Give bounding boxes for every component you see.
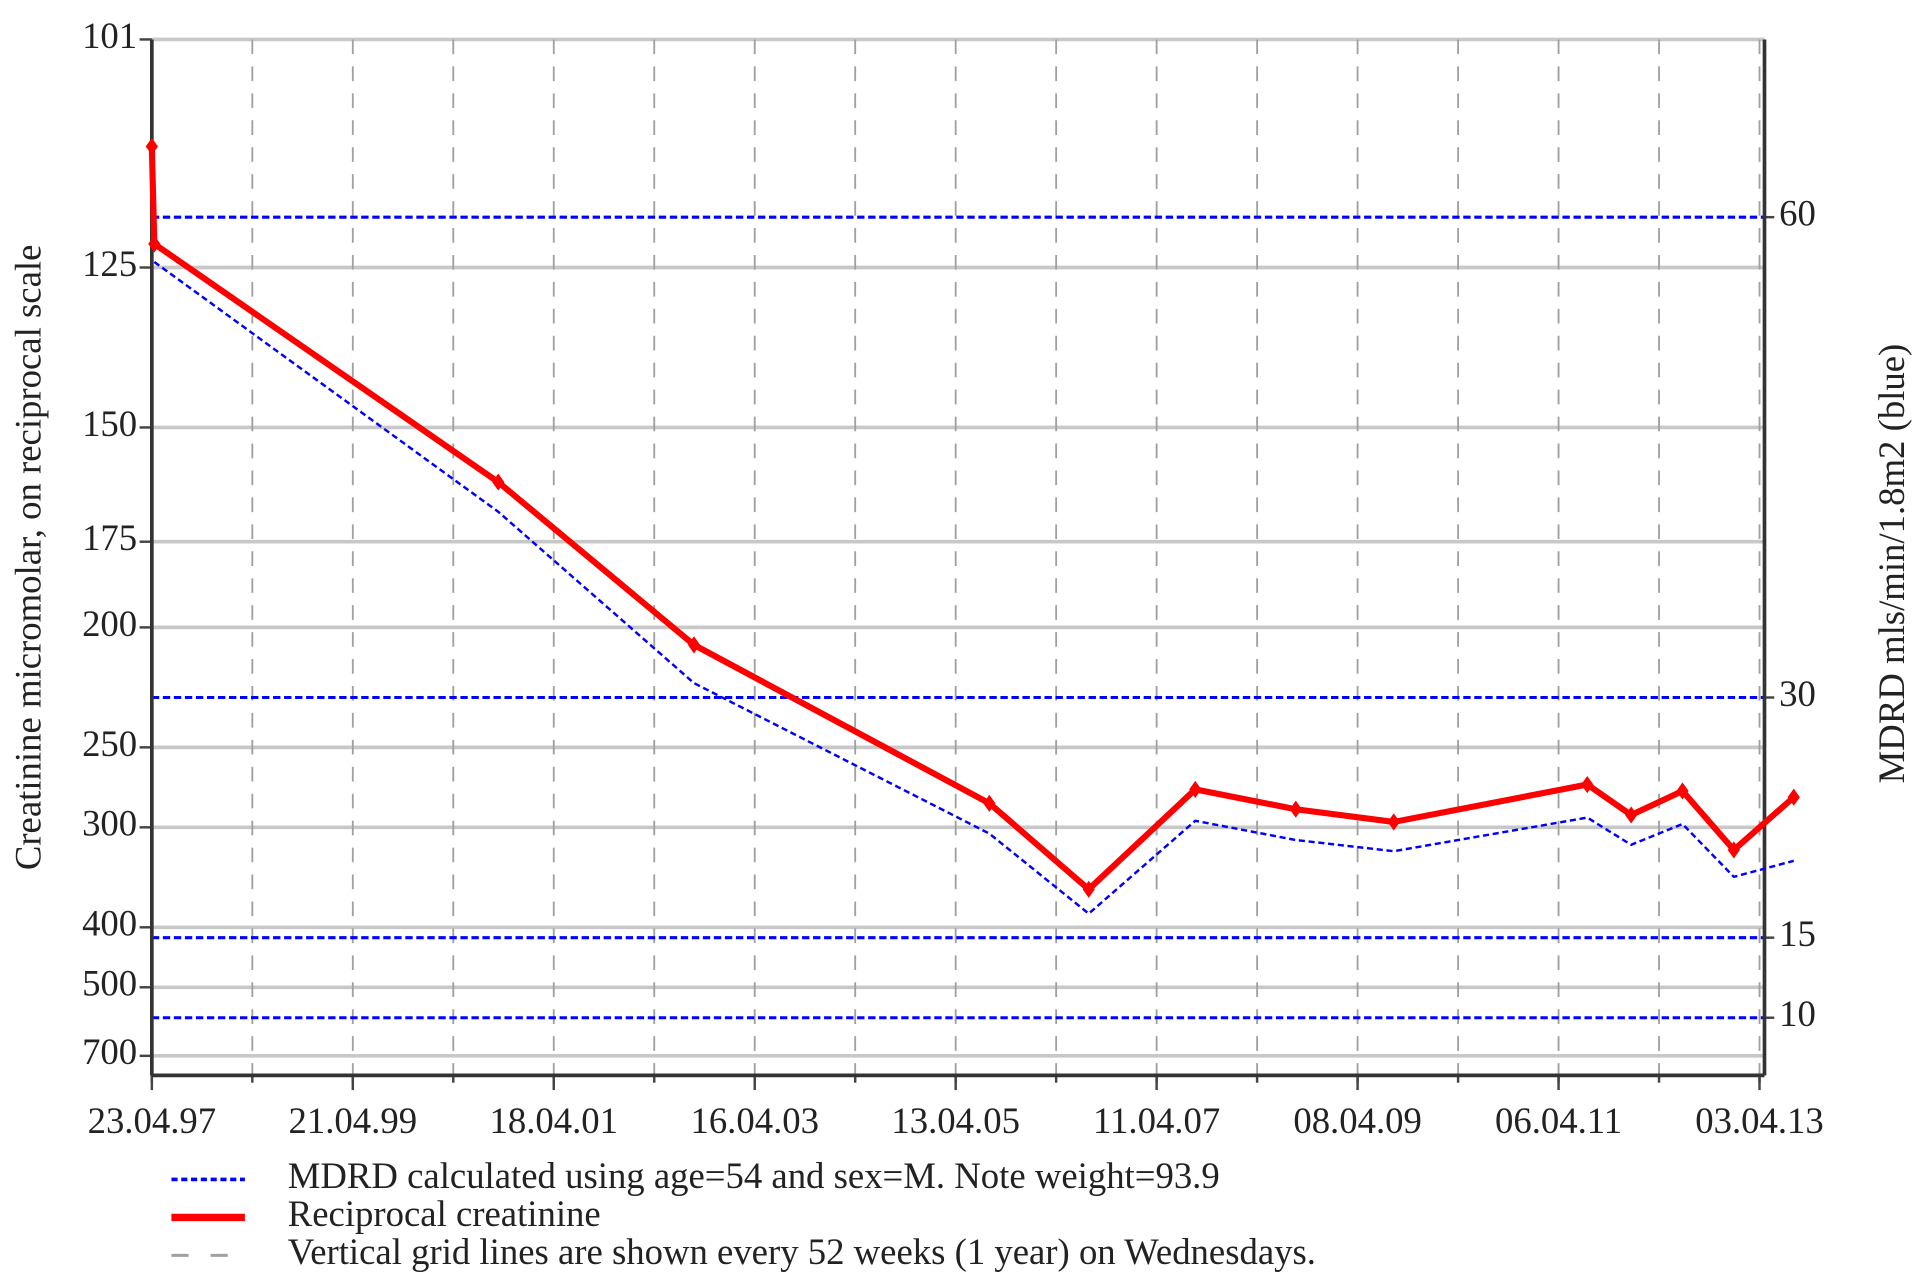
x-tick-label: 18.04.01 bbox=[490, 1100, 619, 1141]
y-tick-label: 125 bbox=[82, 243, 137, 284]
legend-note: Vertical grid lines are shown every 52 w… bbox=[288, 1231, 1316, 1272]
y2-tick-label: 10 bbox=[1779, 993, 1816, 1034]
point bbox=[148, 235, 161, 253]
y-tick-label: 700 bbox=[82, 1031, 137, 1072]
legend-label: Reciprocal creatinine bbox=[288, 1193, 601, 1234]
y-tick-label: 300 bbox=[82, 803, 137, 844]
y-tick-label: 150 bbox=[82, 403, 137, 444]
x-tick-label: 21.04.99 bbox=[289, 1100, 418, 1141]
y-tick-label: 200 bbox=[82, 603, 137, 644]
y-tick-label: 250 bbox=[82, 723, 137, 764]
legend-label: MDRD calculated using age=54 and sex=M. … bbox=[288, 1155, 1220, 1196]
y2-tick-label: 60 bbox=[1779, 193, 1816, 234]
x-tick-label: 16.04.03 bbox=[690, 1100, 819, 1141]
x-tick-label: 13.04.05 bbox=[891, 1100, 1020, 1141]
point bbox=[1676, 782, 1689, 800]
point bbox=[1625, 806, 1638, 824]
y2-tick-label: 15 bbox=[1779, 913, 1816, 954]
y2-axis-label: MDRD mls/min/1.8m2 (blue) bbox=[1871, 344, 1912, 784]
series-line bbox=[153, 261, 1795, 915]
x-tick-label: 08.04.09 bbox=[1293, 1100, 1422, 1141]
point bbox=[1581, 775, 1594, 794]
x-tick-label: 23.04.97 bbox=[88, 1100, 217, 1141]
point bbox=[983, 794, 996, 812]
x-tick-label: 03.04.13 bbox=[1695, 1100, 1824, 1141]
point bbox=[687, 636, 701, 654]
y-axis-label: Creatinine micromolar, on reciprocal sca… bbox=[7, 245, 48, 871]
y-tick-label: 101 bbox=[82, 15, 137, 56]
y-tick-label: 500 bbox=[82, 963, 137, 1004]
y-tick-label: 175 bbox=[82, 517, 137, 558]
y-tick-label: 400 bbox=[82, 903, 137, 944]
x-tick-label: 06.04.11 bbox=[1495, 1100, 1622, 1141]
point bbox=[1787, 788, 1800, 806]
point bbox=[145, 137, 158, 156]
series-line bbox=[148, 146, 1796, 893]
x-tick-label: 11.04.07 bbox=[1093, 1100, 1220, 1141]
y2-tick-label: 30 bbox=[1779, 673, 1816, 714]
point bbox=[1289, 800, 1302, 818]
